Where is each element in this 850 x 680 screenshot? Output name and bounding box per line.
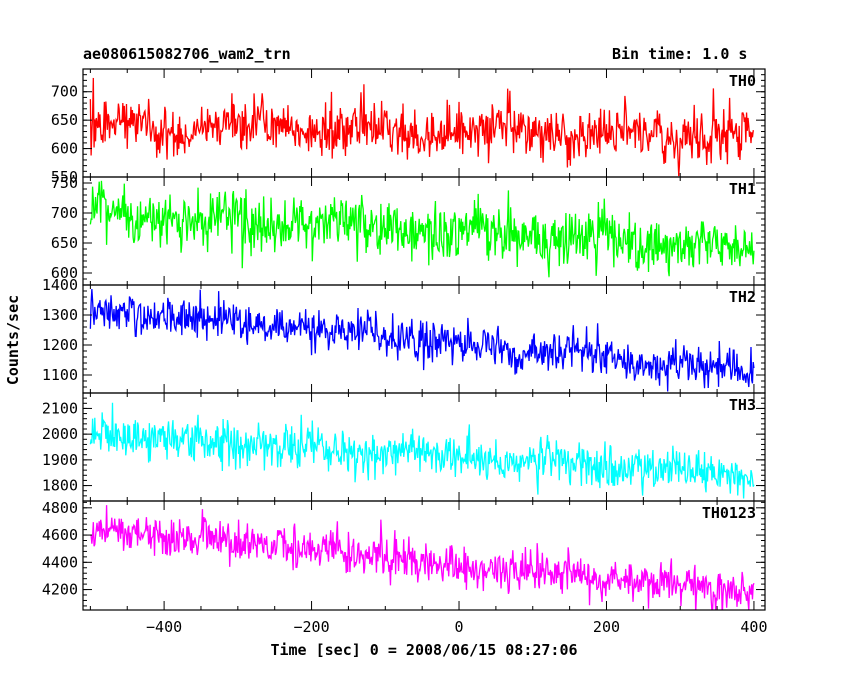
series-line-th0 bbox=[89, 77, 755, 177]
y-axis-label: Counts/sec bbox=[4, 295, 22, 385]
panel-frame-th0123 bbox=[82, 500, 766, 611]
y-tick-label: 4600 bbox=[42, 526, 78, 544]
x-axis-label: Time [sec] 0 = 2008/06/15 08:27:06 bbox=[270, 641, 577, 659]
y-tick-label: 650 bbox=[51, 234, 78, 252]
y-tick-label: 1300 bbox=[42, 306, 78, 324]
series-line-th2 bbox=[89, 288, 755, 392]
y-tick-label: 4400 bbox=[42, 553, 78, 571]
y-tick-label: 1800 bbox=[42, 477, 78, 495]
y-tick-label: 650 bbox=[51, 111, 78, 129]
y-tick-label: 700 bbox=[51, 83, 78, 101]
series-line-th3 bbox=[89, 402, 755, 499]
x-tick-label: 200 bbox=[593, 618, 620, 636]
panel-frame-th0 bbox=[82, 68, 766, 178]
series-line-th0123 bbox=[90, 505, 755, 610]
y-tick-label: 1900 bbox=[42, 451, 78, 469]
y-tick-label: 700 bbox=[51, 204, 78, 222]
y-tick-label: 1100 bbox=[42, 366, 78, 384]
y-tick-label: 750 bbox=[51, 174, 78, 192]
y-tick-label: 600 bbox=[51, 140, 78, 158]
chart-title: ae080615082706_wam2_trn bbox=[83, 45, 291, 63]
y-tick-label: 2000 bbox=[42, 425, 78, 443]
y-tick-label: 2100 bbox=[42, 399, 78, 417]
panel-label-th2: TH2 bbox=[729, 288, 756, 306]
x-tick-label: −200 bbox=[293, 618, 329, 636]
x-tick-label: −400 bbox=[146, 618, 182, 636]
panel-label-th3: TH3 bbox=[729, 396, 756, 414]
panel-label-th0123: TH0123 bbox=[702, 504, 756, 522]
panel-frame-th2 bbox=[82, 284, 766, 394]
y-tick-label: 1400 bbox=[42, 276, 78, 294]
y-tick-label: 4200 bbox=[42, 581, 78, 599]
y-tick-label: 600 bbox=[51, 264, 78, 282]
y-tick-label: 4800 bbox=[42, 499, 78, 517]
panel-label-th0: TH0 bbox=[729, 72, 756, 90]
y-tick-label: 1200 bbox=[42, 336, 78, 354]
bin-time-label: Bin time: 1.0 s bbox=[612, 45, 748, 63]
series-line-th1 bbox=[89, 180, 755, 278]
x-tick-label: 400 bbox=[740, 618, 767, 636]
panel-label-th1: TH1 bbox=[729, 180, 756, 198]
x-tick-label: 0 bbox=[455, 618, 464, 636]
y-tick-label: 550 bbox=[51, 168, 78, 186]
